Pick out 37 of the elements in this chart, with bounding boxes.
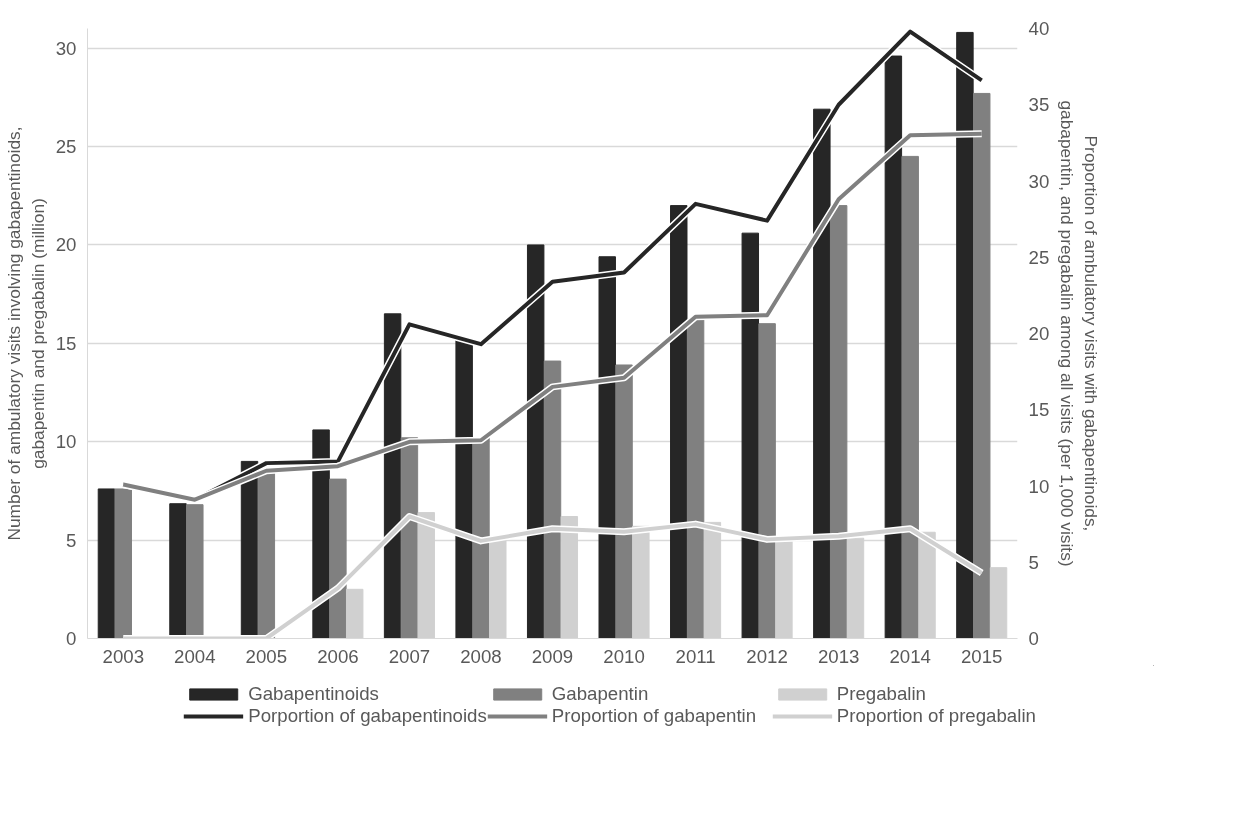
y-tick-label: 30 <box>55 37 77 59</box>
legend-label: Proportion of pregabalin <box>836 705 1037 727</box>
x-tick-label: 2008 <box>460 645 502 667</box>
y-axis-title: Number of ambulatory visits involving gabapentinoids, gabapentin and pregabalin (million) <box>3 126 48 541</box>
y2-tick-label: 40 <box>1028 18 1050 39</box>
x-tick-label: 2003 <box>102 645 145 667</box>
legend-label: Porportion of gabapentinoids <box>248 705 487 727</box>
x-tick-label: 2007 <box>388 645 431 667</box>
y2-tick-label: 20 <box>1028 323 1050 344</box>
x-tick-label: 2005 <box>245 645 288 667</box>
legend-label: Gabapentin <box>551 683 650 705</box>
y-tick-label: 0 <box>66 628 77 649</box>
y2-tick-label: 35 <box>1028 94 1050 116</box>
x-tick-label: 2012 <box>746 645 788 667</box>
y-tick-label: 25 <box>55 136 77 158</box>
y2-tick-label: 5 <box>1028 551 1039 573</box>
x-tick-label: 2015 <box>960 645 1003 667</box>
x-tick-label: 2010 <box>603 645 645 667</box>
y-tick-label: 20 <box>55 234 77 256</box>
y2-tick-label: 0 <box>1028 628 1039 649</box>
y2-tick-label: 25 <box>1028 246 1050 268</box>
legend-label: Gabapentinoids <box>248 683 380 705</box>
x-tick-label: 2011 <box>675 645 716 667</box>
x-tick-label: 2014 <box>889 645 931 667</box>
y2-tick-label: 15 <box>1028 399 1050 421</box>
y2-tick-label: 30 <box>1028 170 1050 192</box>
y-tick-label: 10 <box>55 431 77 453</box>
y2-axis-title: Proportion of ambulatory visits with gabapentinoids, gabapentin, and pregabalin among all visits (per 1,000 visits) <box>1057 100 1102 567</box>
y2-tick-label: 10 <box>1028 475 1050 497</box>
legend-label: Pregabalin <box>836 683 927 705</box>
x-tick-label: 2004 <box>174 645 216 667</box>
legend-label: Proportion of gabapentin <box>551 705 758 727</box>
y-tick-label: 15 <box>55 332 77 354</box>
y-tick-label: 5 <box>66 529 77 551</box>
x-tick-label: 2006 <box>317 645 359 667</box>
x-tick-label: 2009 <box>531 645 574 667</box>
x-tick-label: 2013 <box>817 645 860 667</box>
